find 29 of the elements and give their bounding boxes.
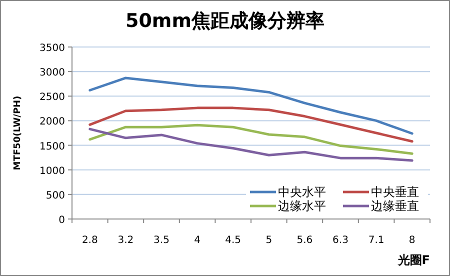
x-axis-title: 光圈F <box>396 253 430 267</box>
y-tick-label: 3500 <box>40 43 65 54</box>
chart-title: 50mm焦距成像分辨率 <box>125 10 325 32</box>
x-tick-label: 4.5 <box>225 235 242 246</box>
line-series <box>88 76 414 135</box>
y-tick-label: 3000 <box>40 68 65 79</box>
x-tick-label: 5 <box>266 235 272 246</box>
legend-label: 边缘垂直 <box>371 199 419 213</box>
legend-label: 中央垂直 <box>371 185 419 199</box>
y-tick-label: 1000 <box>40 166 65 177</box>
y-tick-label: 500 <box>46 190 65 202</box>
y-axis-title: MTF50(LW/PH) <box>13 96 23 170</box>
y-tick-label: 2000 <box>40 116 65 128</box>
x-tick-label: 6.3 <box>332 235 348 246</box>
y-tick-label: 0 <box>58 215 65 226</box>
x-tick-label: 8 <box>408 235 416 246</box>
x-tick-label: 7.1 <box>368 235 384 246</box>
x-tick-label: 2.8 <box>82 235 98 246</box>
line-series <box>88 106 414 143</box>
x-tick-label: 3.5 <box>154 235 170 246</box>
legend-label: 边缘水平 <box>278 199 326 213</box>
x-tick-label: 3.2 <box>118 235 134 246</box>
y-tick-label: 2500 <box>40 92 65 104</box>
y-tick-label: 1500 <box>40 141 65 152</box>
x-tick-label: 4 <box>194 235 200 246</box>
line-series <box>88 124 414 155</box>
line-series <box>88 128 414 162</box>
legend-label: 中央水平 <box>278 185 326 199</box>
x-tick-label: 5.6 <box>296 235 313 246</box>
